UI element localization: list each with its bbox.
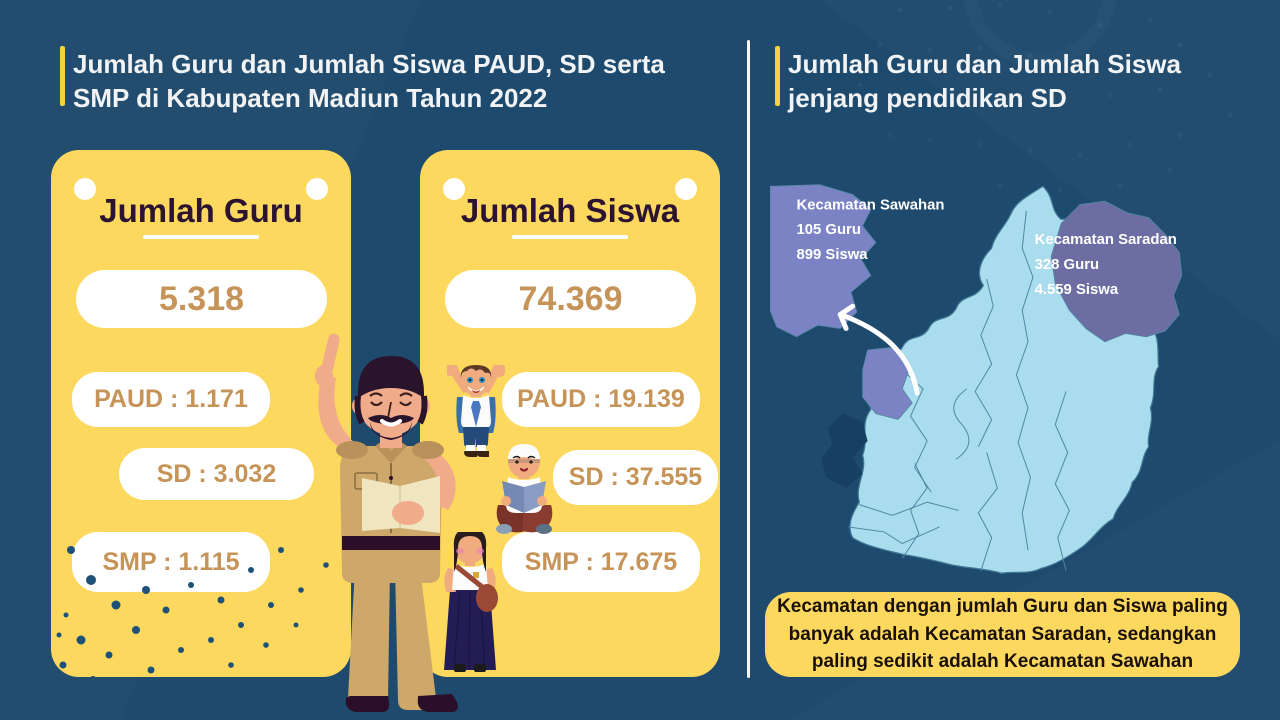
svg-text:Kecamatan Sawahan: Kecamatan Sawahan <box>796 197 944 213</box>
svg-text:899 Siswa: 899 Siswa <box>796 247 868 263</box>
svg-text:Kecamatan Saradan: Kecamatan Saradan <box>1035 232 1177 248</box>
svg-text:4.559 Siswa: 4.559 Siswa <box>1035 282 1119 298</box>
svg-text:105 Guru: 105 Guru <box>796 222 860 238</box>
svg-text:328 Guru: 328 Guru <box>1035 257 1099 273</box>
